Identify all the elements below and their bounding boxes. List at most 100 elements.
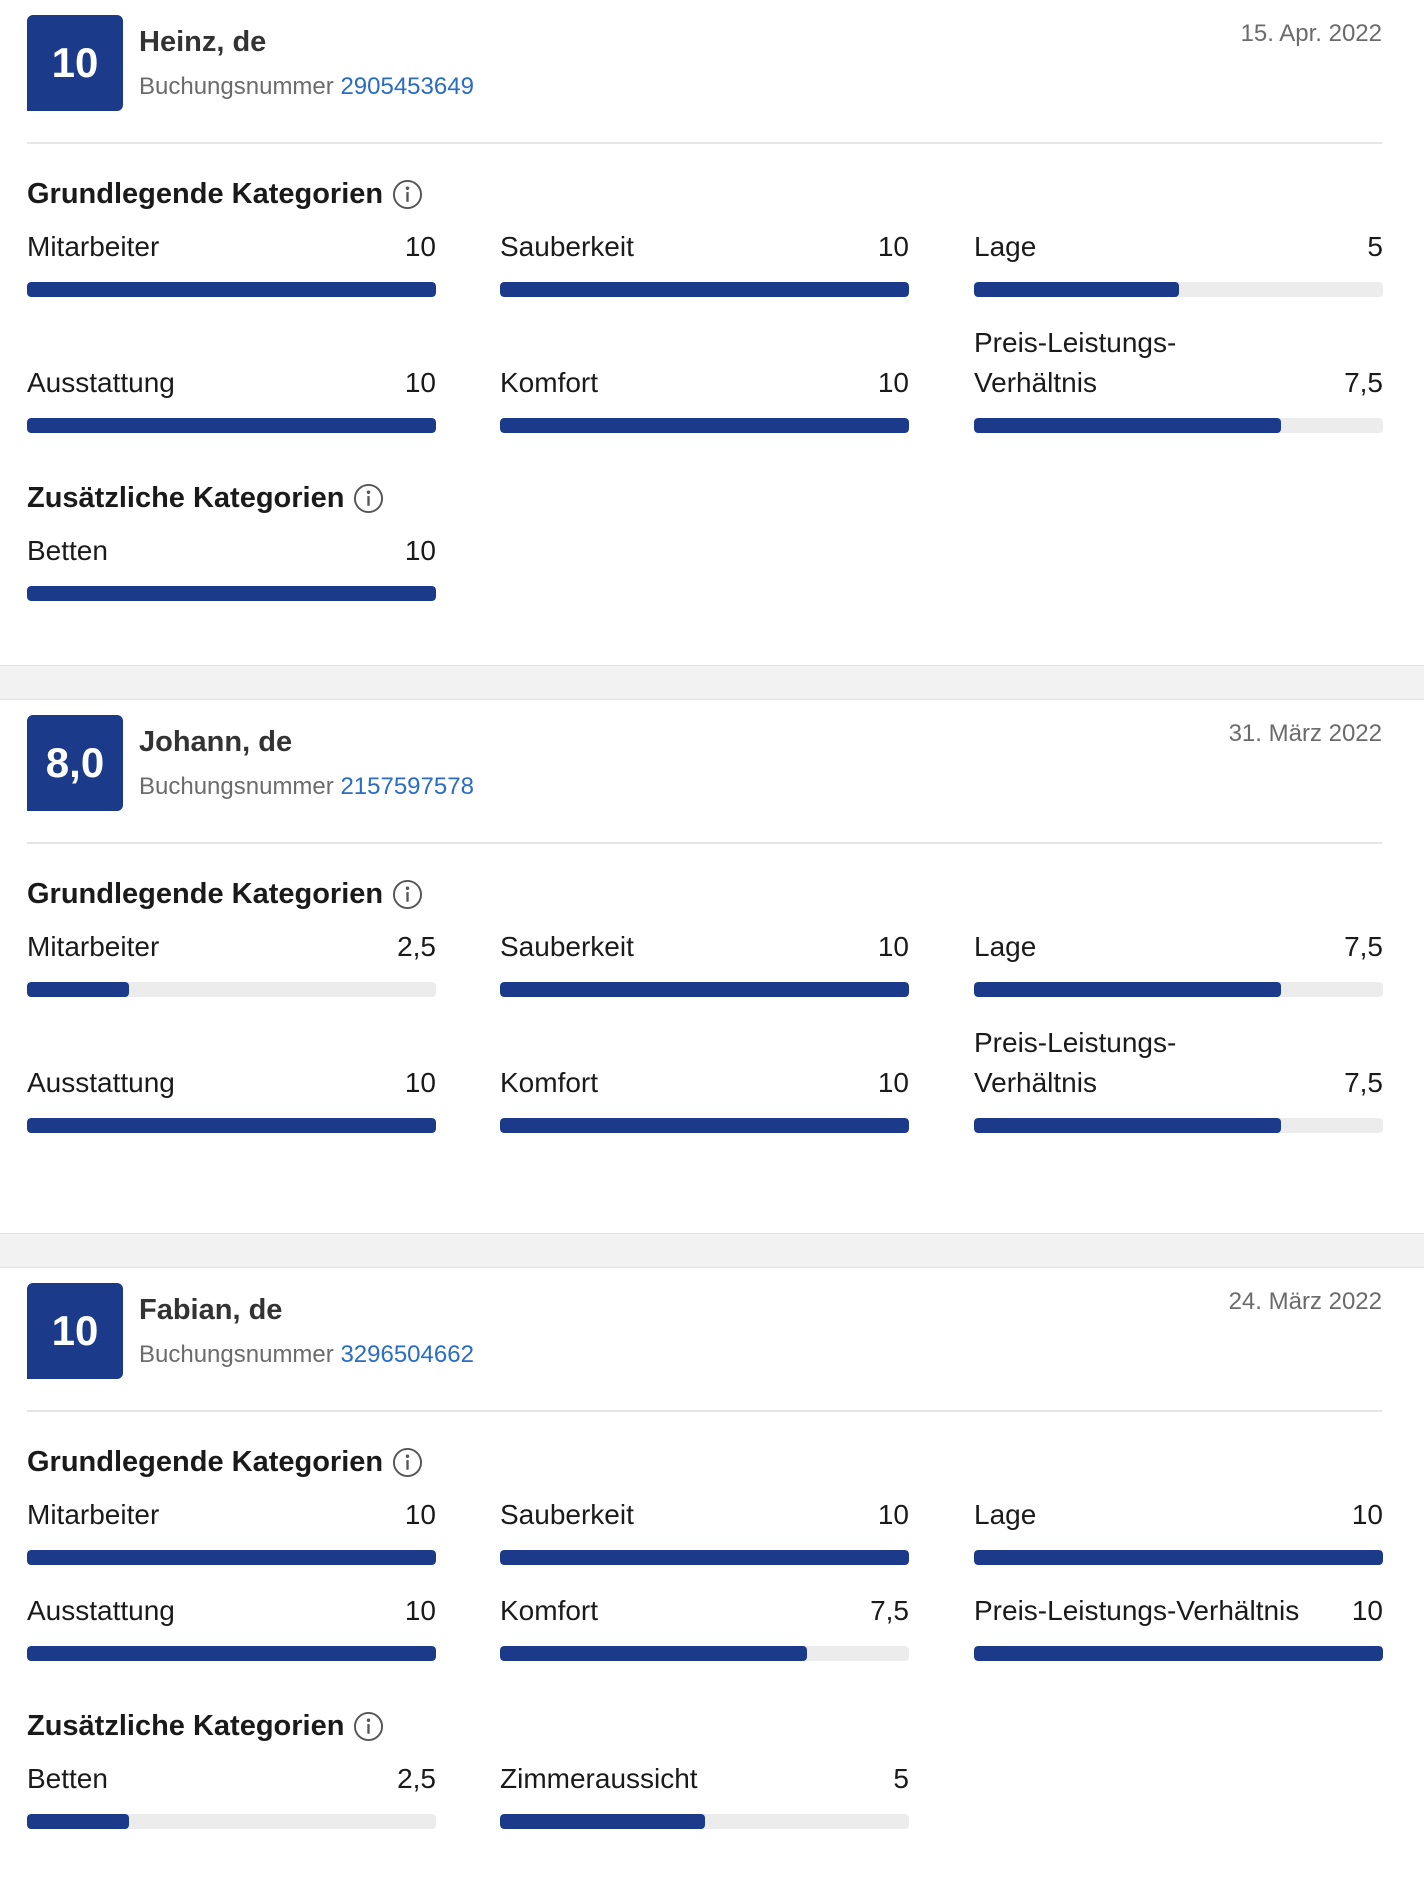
section-title-text: Grundlegende Kategorien — [27, 878, 384, 910]
metric-ausstattung: Ausstattung 10 — [27, 1023, 436, 1133]
metric-bar — [974, 982, 1383, 997]
metric-mitarbeiter: Mitarbeiter 10 — [27, 1495, 436, 1565]
metric-bar-fill — [500, 1550, 909, 1565]
info-icon[interactable] — [353, 1711, 384, 1742]
review-score-badge: 10 — [27, 15, 123, 111]
metric-value: 10 — [1351, 1595, 1383, 1626]
review-date: 24. März 2022 — [1228, 1288, 1382, 1315]
metric-bar-fill — [500, 1646, 807, 1661]
metric-label: Sauberkeit — [500, 231, 634, 262]
metric-value: 7,5 — [1344, 367, 1383, 398]
booking-info: Buchungsnummer 3296504662 — [139, 1341, 474, 1369]
metric-value: 10 — [877, 231, 909, 262]
metric-lage: Lage 7,5 — [974, 927, 1383, 997]
booking-label: Buchungsnummer — [139, 1341, 334, 1368]
metric-bar — [27, 1118, 436, 1133]
extra-categories-title: Zusätzliche Kategorien — [27, 482, 384, 515]
review-separator — [0, 1233, 1424, 1268]
review-date: 15. Apr. 2022 — [1240, 20, 1382, 47]
metric-bar-fill — [500, 982, 909, 997]
review-date: 31. März 2022 — [1228, 720, 1382, 747]
metric-value: 10 — [877, 1499, 909, 1530]
metric-value: 10 — [404, 1067, 436, 1098]
metric-bar — [500, 282, 909, 297]
review-card: 10 Fabian, de Buchungsnummer 3296504662 … — [0, 1268, 1424, 1900]
metric-label: Zimmeraussicht — [500, 1763, 698, 1794]
metric-value: 10 — [404, 1595, 436, 1626]
metric-bar — [974, 1550, 1383, 1565]
metric-value: 10 — [404, 535, 436, 566]
booking-number-link[interactable]: 2905453649 — [340, 73, 474, 100]
metric-bar-fill — [500, 1118, 909, 1133]
metric-bar — [500, 982, 909, 997]
metric-label: Mitarbeiter — [27, 931, 160, 962]
metric-bar-fill — [974, 1646, 1383, 1661]
divider — [27, 842, 1382, 844]
metric-mitarbeiter: Mitarbeiter 2,5 — [27, 927, 436, 997]
metric-bar-fill — [500, 1814, 705, 1829]
metric-bar — [500, 418, 909, 433]
metric-bar — [27, 1550, 436, 1565]
review-card: 8,0 Johann, de Buchungsnummer 2157597578… — [0, 700, 1424, 1233]
metric-bar — [500, 1550, 909, 1565]
metric-bar — [27, 418, 436, 433]
metric-value: 7,5 — [1344, 931, 1383, 962]
metric-preis-leistung: Preis-Leistungs-Verhältnis 10 — [974, 1591, 1383, 1661]
metric-sauberkeit: Sauberkeit 10 — [500, 927, 909, 997]
metric-label: Sauberkeit — [500, 931, 634, 962]
extra-categories-title: Zusätzliche Kategorien — [27, 1710, 384, 1743]
metric-komfort: Komfort 7,5 — [500, 1591, 909, 1661]
metric-bar-fill — [974, 1118, 1281, 1133]
metric-value: 10 — [404, 1499, 436, 1530]
info-icon[interactable] — [392, 879, 423, 910]
booking-number-link[interactable]: 2157597578 — [340, 773, 474, 800]
metric-bar-fill — [500, 282, 909, 297]
booking-label: Buchungsnummer — [139, 73, 334, 100]
metric-label: Preis-Leistungs-Verhältnis — [974, 1595, 1300, 1626]
metric-bar — [500, 1814, 909, 1829]
reviewer-name: Fabian, de — [139, 1294, 283, 1326]
metric-value: 7,5 — [1344, 1067, 1383, 1098]
divider — [27, 142, 1382, 144]
metric-value: 5 — [1367, 231, 1383, 262]
metric-ausstattung: Ausstattung 10 — [27, 1591, 436, 1661]
review-score-badge: 8,0 — [27, 715, 123, 811]
divider — [27, 1410, 1382, 1412]
metric-bar-fill — [974, 418, 1281, 433]
booking-info: Buchungsnummer 2157597578 — [139, 773, 474, 801]
metric-label: Ausstattung — [27, 1595, 175, 1626]
section-title-text: Zusätzliche Kategorien — [27, 482, 345, 514]
metric-bar — [974, 1646, 1383, 1661]
metric-sauberkeit: Sauberkeit 10 — [500, 1495, 909, 1565]
metric-label: Lage — [974, 231, 1037, 262]
metric-label: Ausstattung — [27, 1067, 175, 1098]
info-icon[interactable] — [353, 483, 384, 514]
metric-label: Betten — [27, 1763, 108, 1794]
metric-bar — [500, 1118, 909, 1133]
metric-label: Mitarbeiter — [27, 231, 160, 262]
metric-lage: Lage 5 — [974, 227, 1383, 297]
info-icon[interactable] — [392, 179, 423, 210]
metric-value: 5 — [893, 1763, 909, 1794]
metric-value: 7,5 — [870, 1595, 909, 1626]
metric-bar-fill — [974, 1550, 1383, 1565]
metric-bar-fill — [27, 982, 130, 997]
metric-label: Mitarbeiter — [27, 1499, 160, 1530]
booking-number-link[interactable]: 3296504662 — [340, 1341, 474, 1368]
basic-categories-title: Grundlegende Kategorien — [27, 878, 423, 911]
review-score-badge: 10 — [27, 1283, 123, 1379]
metric-label: Lage — [974, 1499, 1037, 1530]
metric-value: 10 — [877, 931, 909, 962]
metric-sauberkeit: Sauberkeit 10 — [500, 227, 909, 297]
info-icon[interactable] — [392, 1447, 423, 1478]
metric-label: Preis-Leistungs-Verhältnis — [974, 327, 1177, 398]
metric-betten: Betten 2,5 — [27, 1759, 436, 1829]
metric-bar-fill — [27, 1550, 436, 1565]
review-card: 10 Heinz, de Buchungsnummer 2905453649 1… — [0, 0, 1424, 665]
reviewer-name: Heinz, de — [139, 26, 267, 58]
basic-categories-title: Grundlegende Kategorien — [27, 178, 423, 211]
metric-label: Komfort — [500, 1067, 599, 1098]
metric-komfort: Komfort 10 — [500, 323, 909, 433]
booking-info: Buchungsnummer 2905453649 — [139, 73, 474, 101]
metric-value: 10 — [1351, 1499, 1383, 1530]
